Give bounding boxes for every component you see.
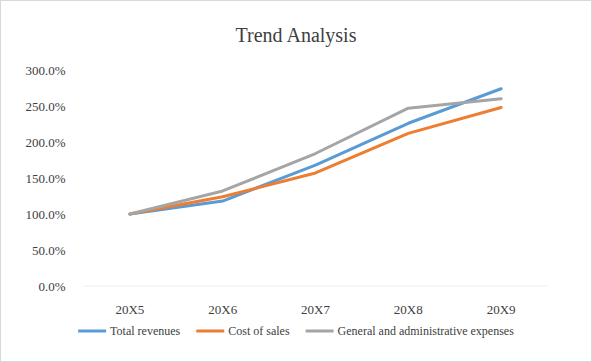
x-tick-label: 20X8 bbox=[394, 302, 423, 317]
y-tick-label: 150.0% bbox=[25, 171, 65, 186]
legend-swatch bbox=[196, 330, 224, 333]
y-tick-label: 100.0% bbox=[25, 207, 65, 222]
chart: Trend Analysis 0.0% 50.0% 100.0% 150.0% 200.0… bbox=[0, 0, 592, 362]
series-line bbox=[130, 107, 501, 214]
legend-label: Cost of sales bbox=[228, 324, 290, 338]
chart-title: Trend Analysis bbox=[236, 24, 357, 47]
x-axis-line bbox=[84, 286, 548, 287]
series-line bbox=[130, 89, 501, 214]
x-tick-label: 20X9 bbox=[487, 302, 516, 317]
y-tick-label: 0.0% bbox=[38, 279, 65, 294]
x-tick-label: 20X7 bbox=[301, 302, 330, 317]
legend-label: Total revenues bbox=[110, 324, 180, 338]
y-tick-label: 50.0% bbox=[32, 243, 66, 258]
x-tick-label: 20X5 bbox=[115, 302, 144, 317]
y-tick-label: 300.0% bbox=[25, 63, 65, 78]
legend: Total revenues Cost of sales General and a… bbox=[78, 324, 514, 338]
y-tick-label: 250.0% bbox=[25, 99, 65, 114]
legend-swatch bbox=[78, 330, 106, 333]
legend-label: General and administrative expenses bbox=[338, 324, 515, 338]
y-tick-label: 200.0% bbox=[25, 135, 65, 150]
chart-border bbox=[1, 1, 592, 362]
legend-swatch bbox=[306, 330, 334, 333]
series-line bbox=[130, 99, 501, 214]
x-tick-label: 20X6 bbox=[208, 302, 237, 317]
series-group bbox=[130, 89, 501, 214]
